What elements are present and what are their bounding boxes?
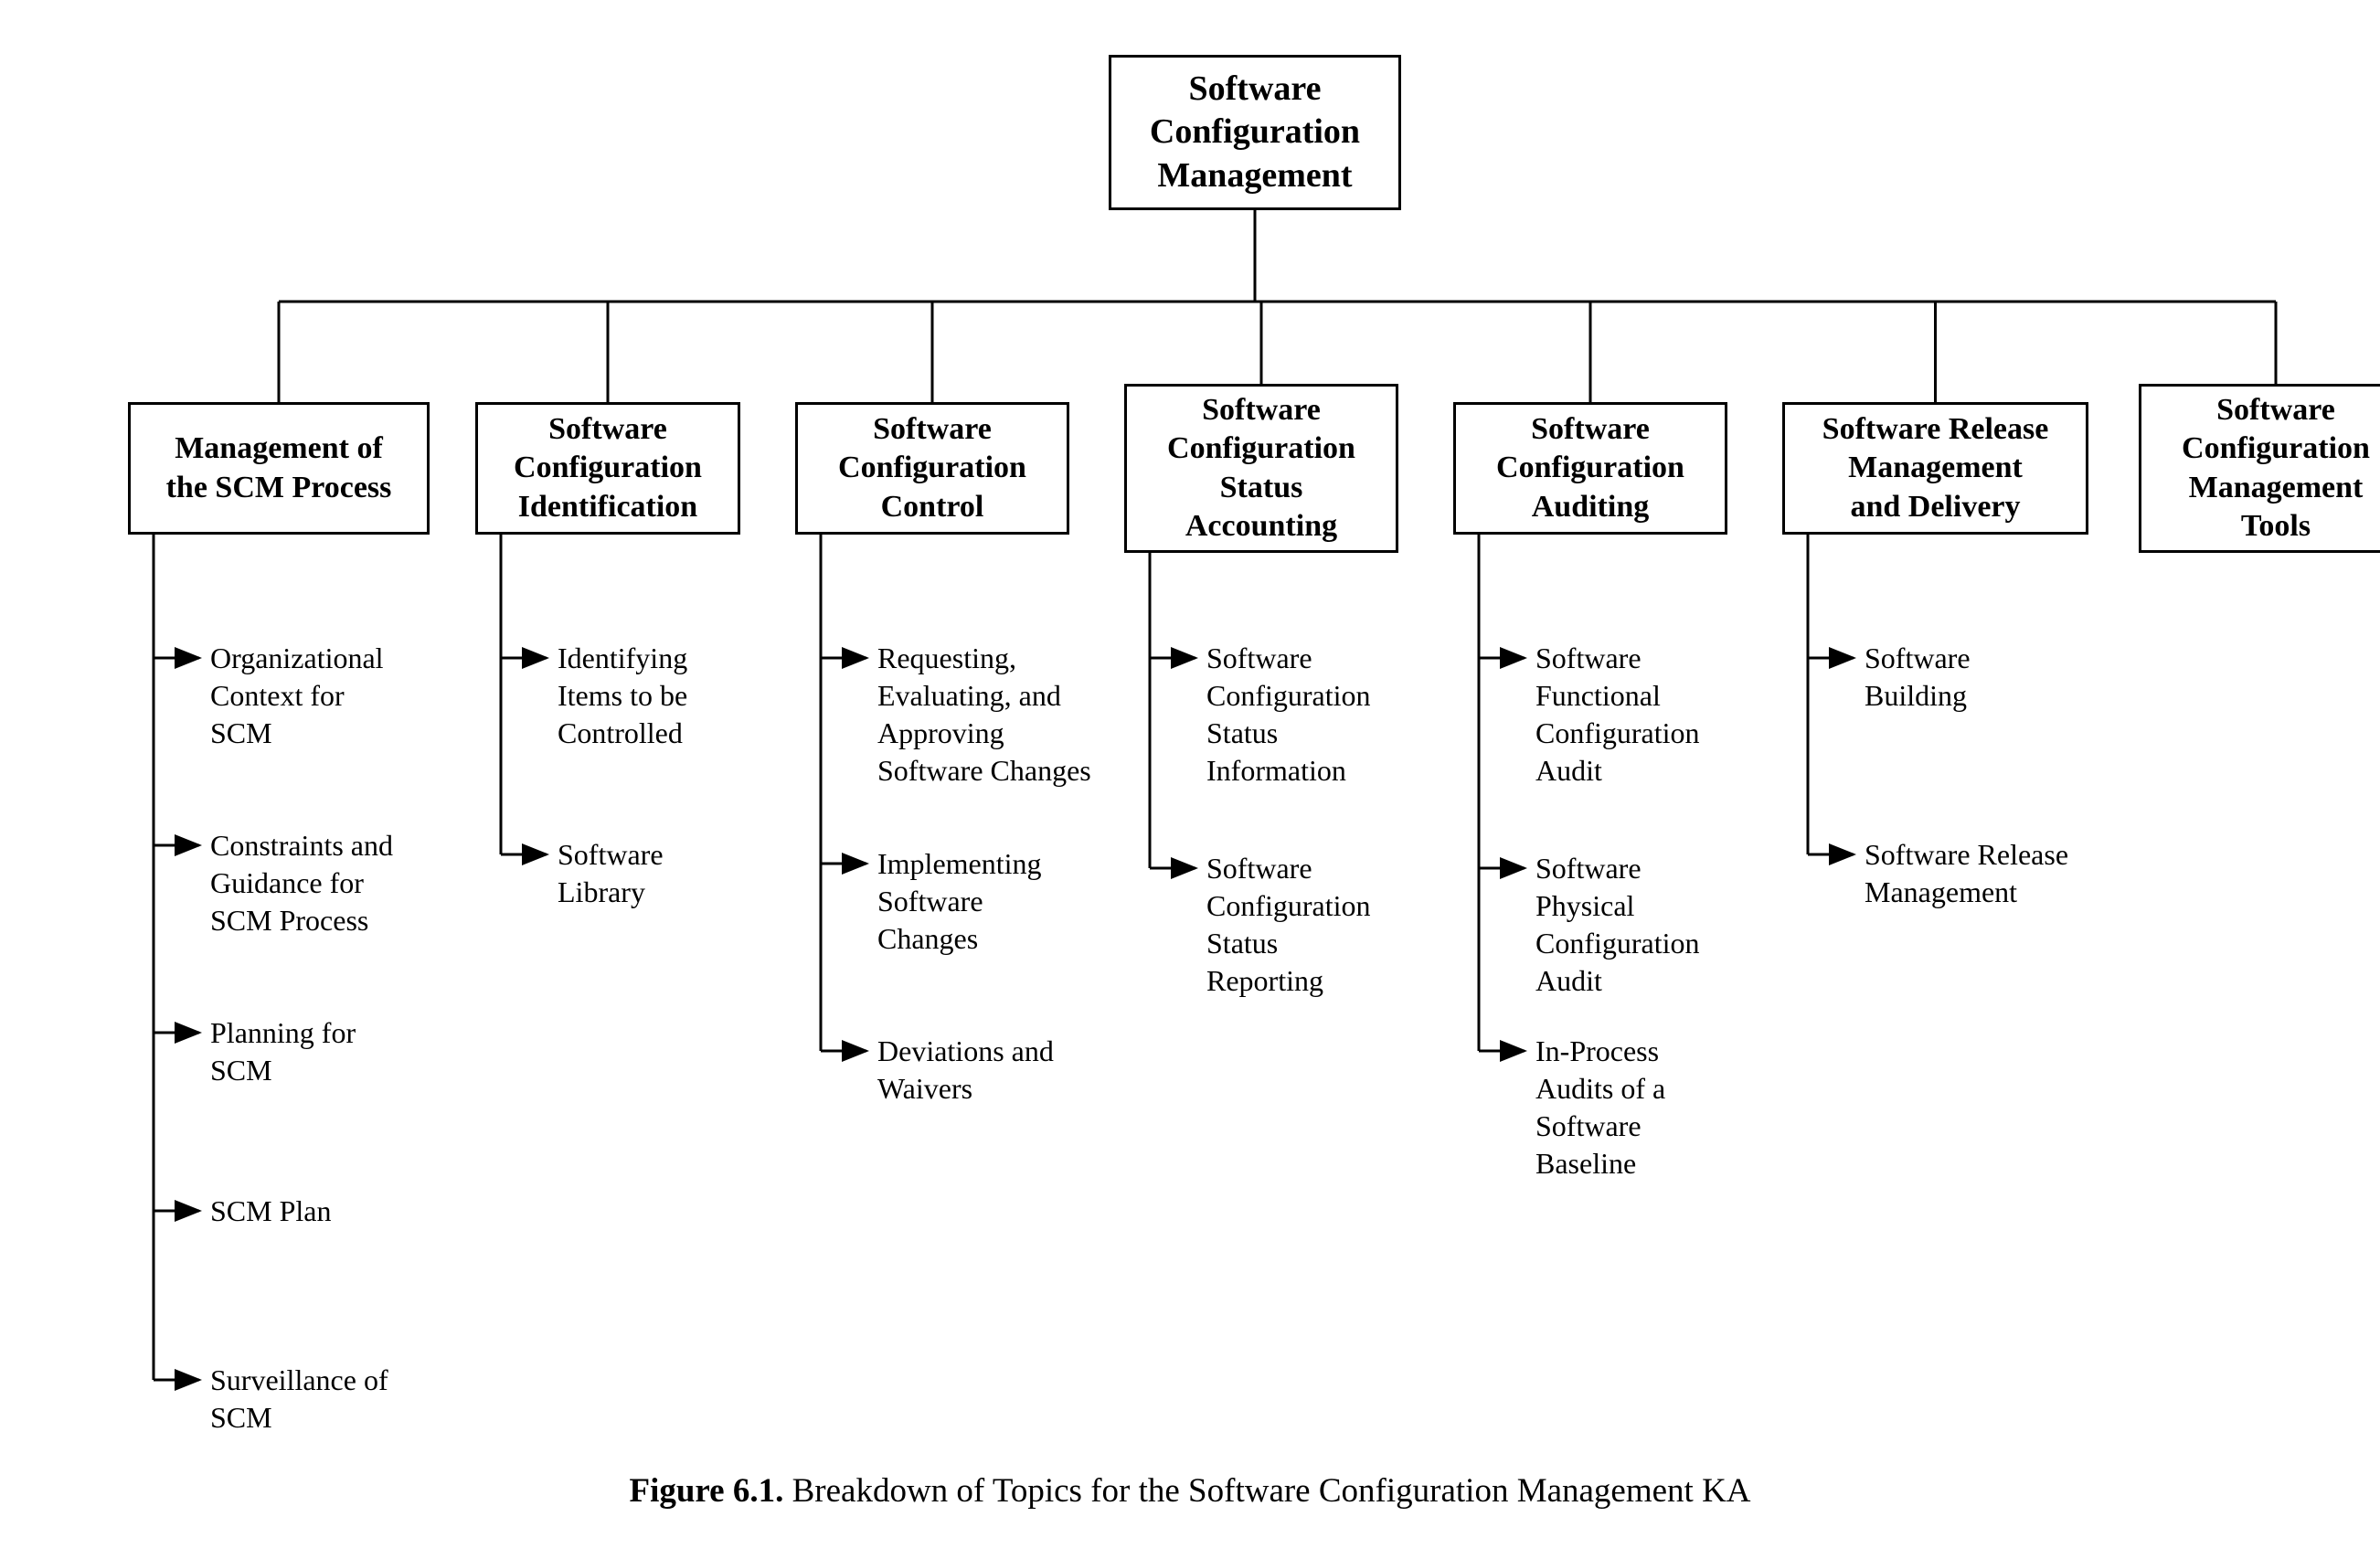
root-node-label: SoftwareConfigurationManagement [1150, 68, 1360, 198]
leaf-label: SoftwareConfigurationStatusInformation [1206, 642, 1371, 787]
leaf-label: SoftwarePhysicalConfigurationAudit [1535, 852, 1700, 997]
leaf-label: SCM Plan [210, 1194, 331, 1227]
leaf-label: SoftwareConfigurationStatusReporting [1206, 852, 1371, 997]
leaf-item: Constraints andGuidance forSCM Process [210, 827, 393, 939]
leaf-item: Requesting,Evaluating, andApprovingSoftw… [877, 640, 1091, 790]
leaf-label: Requesting,Evaluating, andApprovingSoftw… [877, 642, 1091, 787]
leaf-item: SoftwarePhysicalConfigurationAudit [1535, 850, 1700, 1000]
leaf-label: ImplementingSoftwareChanges [877, 847, 1042, 955]
leaf-item: Deviations andWaivers [877, 1033, 1054, 1108]
leaf-item: SoftwareConfigurationStatusReporting [1206, 850, 1371, 1000]
leaf-label: OrganizationalContext forSCM [210, 642, 384, 749]
leaf-item: IdentifyingItems to beControlled [558, 640, 687, 752]
leaf-label: Software ReleaseManagement [1865, 838, 2068, 908]
leaf-item: In-ProcessAudits of aSoftwareBaseline [1535, 1033, 1665, 1183]
leaf-item: Software ReleaseManagement [1865, 836, 2068, 911]
leaf-label: IdentifyingItems to beControlled [558, 642, 687, 749]
leaf-item: SCM Plan [210, 1193, 331, 1230]
leaf-label: In-ProcessAudits of aSoftwareBaseline [1535, 1034, 1665, 1180]
branch-label: SoftwareConfigurationAuditing [1496, 410, 1684, 527]
branch-identification: SoftwareConfigurationIdentification [475, 402, 740, 535]
branch-release: Software ReleaseManagementand Delivery [1782, 402, 2088, 535]
leaf-label: SoftwareBuilding [1865, 642, 1971, 712]
leaf-label: Surveillance ofSCM [210, 1363, 388, 1434]
branch-label: SoftwareConfigurationStatusAccounting [1167, 391, 1355, 546]
leaf-item: OrganizationalContext forSCM [210, 640, 384, 752]
figure-caption: Figure 6.1. Breakdown of Topics for the … [0, 1471, 2380, 1511]
leaf-item: Surveillance ofSCM [210, 1362, 388, 1437]
leaf-item: SoftwareFunctionalConfigurationAudit [1535, 640, 1700, 790]
branch-label: Management ofthe SCM Process [166, 430, 392, 507]
root-node: SoftwareConfigurationManagement [1109, 55, 1401, 210]
leaf-item: SoftwareConfigurationStatusInformation [1206, 640, 1371, 790]
leaf-label: SoftwareFunctionalConfigurationAudit [1535, 642, 1700, 787]
connector-layer [0, 0, 2380, 1559]
leaf-label: Planning forSCM [210, 1016, 356, 1087]
leaf-label: SoftwareLibrary [558, 838, 664, 908]
branch-tools: SoftwareConfigurationManagementTools [2139, 384, 2380, 553]
leaf-label: Constraints andGuidance forSCM Process [210, 829, 393, 937]
branch-label: Software ReleaseManagementand Delivery [1822, 410, 2049, 527]
branch-status-accounting: SoftwareConfigurationStatusAccounting [1124, 384, 1398, 553]
leaf-item: SoftwareLibrary [558, 836, 664, 911]
branch-label: SoftwareConfigurationIdentification [514, 410, 702, 527]
leaf-item: Planning forSCM [210, 1014, 356, 1089]
branch-label: SoftwareConfigurationManagementTools [2182, 391, 2370, 546]
branch-label: SoftwareConfigurationControl [838, 410, 1026, 527]
figure-caption-text: Breakdown of Topics for the Software Con… [783, 1472, 1750, 1510]
branch-scm-process: Management ofthe SCM Process [128, 402, 430, 535]
branch-control: SoftwareConfigurationControl [795, 402, 1069, 535]
branch-auditing: SoftwareConfigurationAuditing [1453, 402, 1727, 535]
leaf-item: SoftwareBuilding [1865, 640, 1971, 715]
figure-label: Figure 6.1. [629, 1472, 783, 1510]
leaf-item: ImplementingSoftwareChanges [877, 845, 1042, 958]
leaf-label: Deviations andWaivers [877, 1034, 1054, 1105]
